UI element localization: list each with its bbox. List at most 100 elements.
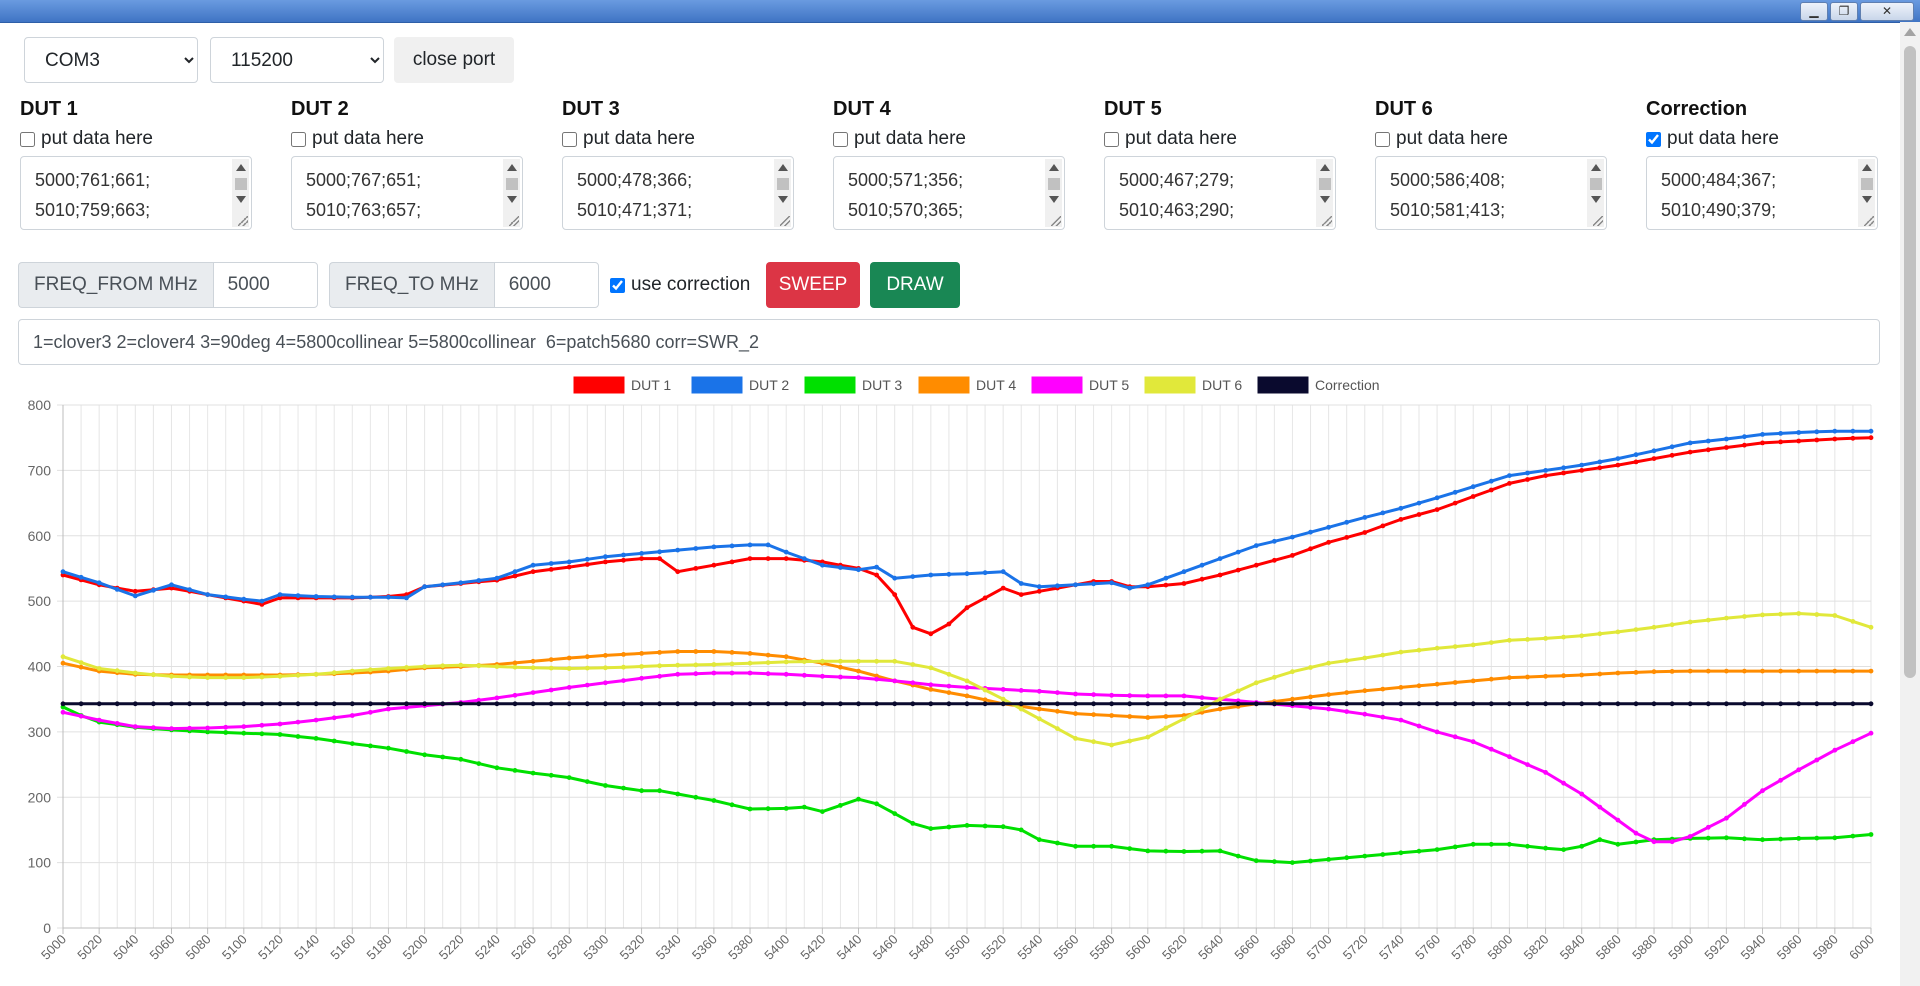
- dut-data-textarea[interactable]: 5000;571;356; 5010;570;365;: [833, 156, 1065, 230]
- scroll-up-icon[interactable]: [1862, 164, 1872, 171]
- x-tick-label: 5700: [1304, 932, 1335, 963]
- scroll-down-icon[interactable]: [778, 196, 788, 203]
- data-point: [729, 559, 735, 565]
- put-data-checkbox[interactable]: [833, 131, 848, 147]
- description-input[interactable]: [18, 319, 1880, 365]
- use-correction-toggle[interactable]: use correction: [610, 274, 750, 296]
- data-point: [874, 801, 879, 807]
- scroll-thumb[interactable]: [506, 178, 518, 190]
- data-point: [1760, 612, 1765, 618]
- data-point: [1362, 655, 1368, 661]
- scroll-up-icon[interactable]: [778, 164, 788, 171]
- resize-grip-icon[interactable]: [1322, 216, 1332, 226]
- x-tick-label: 5200: [400, 932, 431, 963]
- dut-data-textarea[interactable]: 5000;484;367; 5010;490;379;: [1646, 156, 1878, 230]
- x-tick-label: 5280: [544, 932, 575, 963]
- put-data-toggle[interactable]: put data here: [1646, 128, 1779, 150]
- scroll-down-icon[interactable]: [236, 196, 246, 203]
- data-point: [1470, 841, 1476, 847]
- data-point: [1814, 612, 1820, 617]
- put-data-toggle[interactable]: put data here: [833, 128, 966, 150]
- dut-data-textarea[interactable]: 5000;478;366; 5010;471;371;: [562, 156, 794, 230]
- put-data-toggle[interactable]: put data here: [291, 128, 424, 150]
- resize-grip-icon[interactable]: [1593, 216, 1603, 226]
- put-data-checkbox[interactable]: [562, 131, 577, 147]
- scroll-thumb[interactable]: [1048, 178, 1060, 190]
- resize-grip-icon[interactable]: [780, 216, 790, 226]
- textarea-scrollbar[interactable]: [1858, 159, 1875, 227]
- scroll-thumb[interactable]: [235, 178, 247, 190]
- x-tick-label: 5740: [1376, 932, 1407, 963]
- resize-grip-icon[interactable]: [238, 216, 248, 226]
- data-point: [132, 670, 138, 676]
- draw-button[interactable]: DRAW: [870, 262, 960, 308]
- use-correction-label: use correction: [631, 274, 751, 295]
- scroll-down-icon[interactable]: [1591, 196, 1601, 203]
- scroll-thumb[interactable]: [1861, 178, 1873, 190]
- scroll-up-icon[interactable]: [1049, 164, 1059, 171]
- scroll-thumb[interactable]: [1319, 178, 1331, 190]
- put-data-checkbox[interactable]: [20, 131, 35, 147]
- scroll-thumb[interactable]: [1590, 178, 1602, 190]
- freq-to-input[interactable]: [493, 262, 599, 308]
- data-point: [241, 701, 247, 707]
- data-point: [349, 713, 355, 718]
- put-data-checkbox[interactable]: [291, 131, 306, 147]
- x-tick-label: 5560: [1051, 932, 1082, 963]
- scroll-thumb[interactable]: [1904, 46, 1916, 678]
- textarea-scrollbar[interactable]: [503, 159, 520, 227]
- put-data-toggle[interactable]: put data here: [1375, 128, 1508, 150]
- freq-from-input[interactable]: [212, 262, 318, 308]
- data-point: [584, 562, 590, 567]
- scroll-thumb[interactable]: [777, 178, 789, 190]
- dut-data-textarea[interactable]: 5000;586;408; 5010;581;413;: [1375, 156, 1607, 230]
- scroll-up-icon[interactable]: [1904, 28, 1916, 36]
- put-data-toggle[interactable]: put data here: [20, 128, 153, 150]
- put-data-checkbox[interactable]: [1375, 131, 1390, 147]
- scroll-down-icon[interactable]: [1049, 196, 1059, 203]
- data-point: [693, 546, 699, 551]
- data-point: [946, 571, 952, 577]
- resize-grip-icon[interactable]: [1051, 216, 1061, 226]
- dut-data-textarea[interactable]: 5000;767;651; 5010;763;657;: [291, 156, 523, 230]
- scroll-up-icon[interactable]: [507, 164, 517, 171]
- data-point: [368, 701, 373, 707]
- data-point: [1651, 701, 1657, 707]
- data-point: [494, 695, 500, 701]
- data-point: [693, 649, 699, 654]
- scroll-down-icon[interactable]: [1320, 196, 1330, 203]
- dut-data-textarea[interactable]: 5000;467;279; 5010;463;290;: [1104, 156, 1336, 230]
- close-port-button[interactable]: close port: [394, 37, 514, 83]
- scroll-up-icon[interactable]: [1320, 164, 1330, 171]
- textarea-scrollbar[interactable]: [1587, 159, 1604, 227]
- data-point: [223, 730, 229, 735]
- textarea-scrollbar[interactable]: [1045, 159, 1062, 227]
- minimize-icon[interactable]: ▁: [1800, 2, 1828, 21]
- scroll-down-icon[interactable]: [1862, 196, 1872, 203]
- resize-grip-icon[interactable]: [509, 216, 519, 226]
- data-point: [1290, 669, 1295, 675]
- data-point: [1796, 701, 1802, 707]
- sweep-button[interactable]: SWEEP: [766, 262, 860, 308]
- baud-select[interactable]: 115200: [210, 37, 384, 83]
- close-window-icon[interactable]: ✕: [1860, 2, 1914, 21]
- put-data-toggle[interactable]: put data here: [562, 128, 695, 150]
- data-point: [1036, 588, 1042, 594]
- data-point: [801, 556, 807, 561]
- dut-data-textarea[interactable]: 5000;761;661; 5010;759;663;: [20, 156, 252, 230]
- textarea-scrollbar[interactable]: [774, 159, 791, 227]
- put-data-checkbox[interactable]: [1104, 131, 1119, 147]
- textarea-scrollbar[interactable]: [232, 159, 249, 227]
- put-data-toggle[interactable]: put data here: [1104, 128, 1237, 150]
- put-data-checkbox[interactable]: [1646, 131, 1661, 147]
- scroll-down-icon[interactable]: [507, 196, 517, 203]
- resize-grip-icon[interactable]: [1864, 216, 1874, 226]
- data-point: [1344, 701, 1350, 707]
- use-correction-checkbox[interactable]: [610, 277, 625, 293]
- port-select[interactable]: COM3: [24, 37, 198, 83]
- scroll-up-icon[interactable]: [1591, 164, 1601, 171]
- page-scrollbar[interactable]: [1900, 22, 1920, 986]
- textarea-scrollbar[interactable]: [1316, 159, 1333, 227]
- scroll-up-icon[interactable]: [236, 164, 246, 171]
- restore-icon[interactable]: ❐: [1830, 2, 1858, 21]
